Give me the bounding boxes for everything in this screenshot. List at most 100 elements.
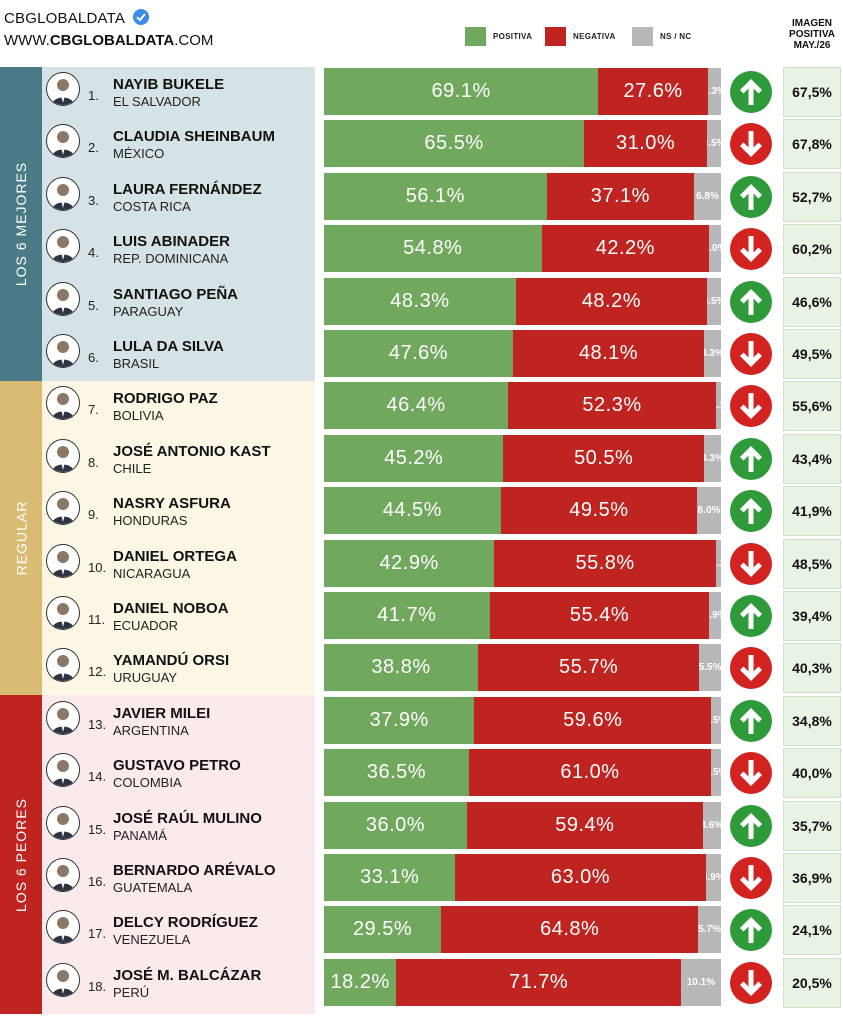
bar-segment-positive-label: 45.2% bbox=[384, 446, 444, 469]
avatar bbox=[46, 805, 80, 840]
bar-segment-ns: 2.5% bbox=[711, 749, 721, 797]
trend-up-arrow-icon bbox=[729, 804, 773, 848]
bar-segment-negative-label: 48.2% bbox=[581, 289, 642, 312]
image-value-cell: 46,6% bbox=[783, 276, 841, 327]
bar-segment-negative: 63.0% bbox=[455, 854, 706, 901]
trend-up-arrow-icon bbox=[729, 908, 773, 952]
bar-segment-negative: 55.7% bbox=[478, 644, 700, 692]
image-value-cell: 34,8% bbox=[783, 695, 841, 746]
trend-down-arrow-icon bbox=[729, 227, 773, 271]
bar-segment-negative-label: 48.1% bbox=[578, 342, 639, 364]
bar-segment-positive: 48.3% bbox=[324, 277, 516, 325]
bar-segment-negative: 50.5% bbox=[503, 434, 704, 482]
president-name: BERNARDO ARÉVALO bbox=[113, 862, 276, 879]
bar-segment-ns: 3.9% bbox=[705, 854, 721, 901]
group-regular-band bbox=[42, 381, 315, 695]
rank-label: 7. bbox=[88, 402, 99, 418]
bar-segment-ns: 6.8% bbox=[693, 172, 721, 220]
avatar bbox=[46, 72, 80, 106]
trend-down-arrow-icon bbox=[729, 542, 773, 586]
stacked-bar: 33.1% 63.0% 3.9% bbox=[324, 854, 721, 901]
legend-negative: NEGATIVA bbox=[545, 26, 616, 46]
rank-label: 11. bbox=[88, 612, 106, 627]
bar-segment-ns: 4.3% bbox=[703, 434, 721, 482]
bar-segment-positive: 54.8% bbox=[324, 225, 542, 273]
bar-segment-negative-label: 52.3% bbox=[582, 394, 642, 417]
stacked-bar: 37.9% 59.6% 2.5% bbox=[324, 696, 721, 744]
president-name: LUIS ABINADER bbox=[113, 233, 230, 251]
stacked-bar: 56.1% 37.1% 6.8% bbox=[324, 172, 721, 220]
legend-ns-swatch bbox=[632, 26, 653, 46]
bar-segment-positive-label: 56.1% bbox=[405, 184, 465, 207]
group-worst: LOS 6 PEORES bbox=[0, 695, 42, 1014]
trend-down-arrow-icon bbox=[729, 384, 773, 428]
bar-segment-ns-label: 3.5% bbox=[707, 138, 721, 150]
rank-label: 2. bbox=[88, 140, 99, 156]
country-name: GUATEMALA bbox=[113, 880, 193, 895]
website-url-suffix: .COM bbox=[174, 32, 214, 49]
bar-segment-ns-label: 5.7% bbox=[698, 924, 721, 936]
bar-segment-negative: 48.1% bbox=[512, 330, 704, 377]
group-worst-band bbox=[42, 695, 315, 1014]
trend-up-arrow-icon bbox=[729, 437, 773, 481]
image-header-line-1: IMAGEN bbox=[792, 18, 832, 29]
stacked-bar: 36.0% 59.4% 4.6% bbox=[324, 801, 721, 849]
bar-segment-ns-label: 1.3 bbox=[716, 557, 721, 569]
president-name: DANIEL ORTEGA bbox=[113, 547, 237, 565]
country-name: COLOMBIA bbox=[113, 775, 182, 791]
avatar bbox=[46, 858, 80, 892]
bar-segment-positive-label: 29.5% bbox=[352, 918, 413, 941]
bar-segment-positive: 18.2% bbox=[324, 958, 397, 1006]
bar-segment-ns-label: 4.3% bbox=[704, 452, 721, 464]
bar-segment-positive: 36.5% bbox=[324, 749, 469, 797]
rank-label: 8. bbox=[88, 454, 99, 470]
avatar bbox=[46, 438, 80, 473]
bar-segment-positive: 44.5% bbox=[324, 487, 501, 535]
image-value-cell: 43,4% bbox=[783, 433, 841, 484]
bar-segment-negative-label: 63.0% bbox=[550, 866, 611, 888]
group-regular: REGULAR bbox=[0, 381, 42, 695]
bar-segment-ns: 4.6% bbox=[702, 801, 721, 849]
legend-negative-label: NEGATIVA bbox=[573, 31, 616, 41]
stacked-bar: 54.8% 42.2% 3.0% bbox=[324, 225, 721, 273]
bar-segment-positive-label: 36.0% bbox=[365, 813, 426, 836]
stacked-bar: 36.5% 61.0% 2.5% bbox=[324, 749, 721, 797]
bar-segment-positive-label: 69.1% bbox=[431, 80, 491, 102]
image-value-cell: 41,9% bbox=[783, 486, 841, 537]
bar-segment-positive: 45.2% bbox=[324, 434, 504, 482]
stacked-bar: 42.9% 55.8% 1.3 bbox=[324, 539, 721, 587]
image-value-cell: 35,7% bbox=[783, 800, 841, 851]
stacked-bar: 47.6% 48.1% 4.3% bbox=[324, 330, 721, 377]
bar-segment-ns-label: 4.6% bbox=[702, 819, 721, 831]
stacked-bar: 41.7% 55.4% 2.9% bbox=[324, 592, 721, 639]
bar-segment-ns-label: 1.3 bbox=[716, 400, 721, 412]
bar-segment-ns-label: 10.1% bbox=[686, 976, 716, 988]
bar-segment-positive-label: 54.8% bbox=[403, 237, 463, 260]
avatar bbox=[46, 648, 80, 683]
trend-down-arrow-icon bbox=[729, 332, 773, 376]
bar-segment-negative-label: 59.6% bbox=[563, 708, 623, 731]
president-name: SANTIAGO PEÑA bbox=[113, 285, 239, 303]
bar-segment-positive-label: 18.2% bbox=[330, 970, 390, 993]
bar-segment-negative-label: 55.7% bbox=[558, 656, 619, 679]
president-name: DANIEL NOBOA bbox=[113, 600, 229, 617]
chart-row: 15.JOSÉ RAÚL MULINOPANAMÁ36.0%59.4%4.6%3… bbox=[0, 800, 843, 853]
bar-segment-ns: 6.0% bbox=[697, 487, 721, 535]
bar-segment-ns-label: 3.0% bbox=[709, 243, 721, 255]
country-name: ECUADOR bbox=[113, 618, 179, 633]
rank-label: 12. bbox=[88, 664, 107, 680]
website-url-prefix: WWW. bbox=[4, 32, 50, 49]
bar-segment-negative: 52.3% bbox=[508, 382, 716, 430]
chart-row: 3. LAURA FERNÁNDEZ COSTA RICA 56.1% 37.1% 6.8… bbox=[0, 171, 843, 224]
country-name: EL SALVADOR bbox=[113, 94, 201, 109]
bar-segment-negative: 55.4% bbox=[489, 592, 710, 639]
trend-up-arrow-icon bbox=[729, 280, 773, 324]
bar-segment-positive: 46.4% bbox=[324, 382, 509, 430]
bar-segment-positive-label: 46.4% bbox=[386, 394, 446, 417]
bar-segment-negative-label: 49.5% bbox=[569, 499, 629, 522]
image-value-cell: 40,0% bbox=[783, 748, 841, 799]
rank-label: 17. bbox=[88, 926, 107, 942]
bar-segment-ns: 2.5% bbox=[711, 696, 721, 744]
